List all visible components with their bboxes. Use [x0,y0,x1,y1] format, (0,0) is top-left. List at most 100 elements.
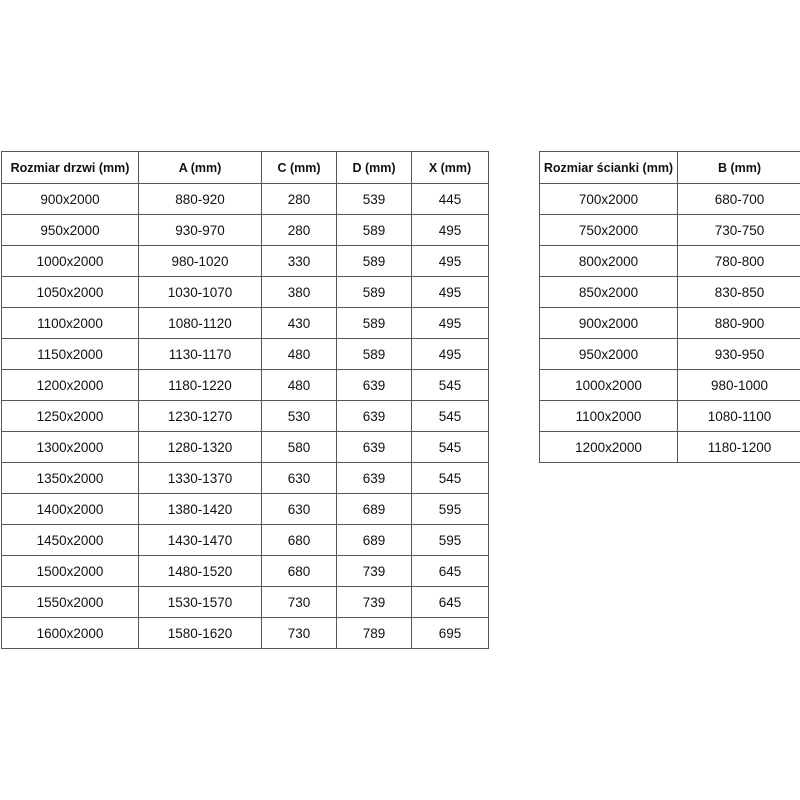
table-header-row: Rozmiar drzwi (mm) A (mm) C (mm) D (mm) X (m… [1,151,489,184]
table-cell: 1580-1620 [138,617,262,649]
table-row: 950x2000 930-970 280 589 495 [1,214,489,246]
table-cell: 850x2000 [539,276,678,308]
table-cell: 639 [336,462,412,494]
table-row: 900x2000 880-920 280 539 445 [1,183,489,215]
column-header: D (mm) [336,151,412,184]
table-cell: 639 [336,369,412,401]
table-row: 1100x2000 1080-1120 430 589 495 [1,307,489,339]
table-cell: 330 [261,245,337,277]
table-cell: 830-850 [677,276,800,308]
table-cell: 980-1020 [138,245,262,277]
table-row: 1000x2000 980-1000 [539,369,800,401]
table-cell: 1000x2000 [1,245,139,277]
table-cell: 680 [261,524,337,556]
table-cell: 750x2000 [539,214,678,246]
table-cell: 1300x2000 [1,431,139,463]
table-cell: 639 [336,431,412,463]
table-cell: 580 [261,431,337,463]
table-cell: 1030-1070 [138,276,262,308]
table-cell: 1200x2000 [539,431,678,463]
table-cell: 695 [411,617,489,649]
table-cell: 680 [261,555,337,587]
table-cell: 645 [411,555,489,587]
door-sizes-table: Rozmiar drzwi (mm) A (mm) C (mm) D (mm) X (m… [1,151,489,649]
table-cell: 900x2000 [539,307,678,339]
table-row: 1450x2000 1430-1470 680 689 595 [1,524,489,556]
table-cell: 495 [411,276,489,308]
table-row: 900x2000 880-900 [539,307,800,339]
table-cell: 930-950 [677,338,800,370]
column-header: A (mm) [138,151,262,184]
table-cell: 1480-1520 [138,555,262,587]
table-cell: 280 [261,214,337,246]
table-cell: 1080-1120 [138,307,262,339]
table-cell: 1180-1200 [677,431,800,463]
table-cell: 950x2000 [1,214,139,246]
table-cell: 589 [336,307,412,339]
table-header-row: Rozmiar ścianki (mm) B (mm) [539,151,800,184]
table-row: 1150x2000 1130-1170 480 589 495 [1,338,489,370]
table-cell: 730 [261,586,337,618]
table-cell: 1400x2000 [1,493,139,525]
table-cell: 495 [411,307,489,339]
column-header: Rozmiar ścianki (mm) [539,151,678,184]
table-cell: 1130-1170 [138,338,262,370]
table-cell: 1100x2000 [539,400,678,432]
table-cell: 1000x2000 [539,369,678,401]
table-row: 1600x2000 1580-1620 730 789 695 [1,617,489,649]
table-row: 750x2000 730-750 [539,214,800,246]
table-cell: 280 [261,183,337,215]
table-cell: 1280-1320 [138,431,262,463]
table-row: 1200x2000 1180-1220 480 639 545 [1,369,489,401]
table-cell: 495 [411,214,489,246]
table-cell: 1180-1220 [138,369,262,401]
table-row: 850x2000 830-850 [539,276,800,308]
column-header: X (mm) [411,151,489,184]
table-cell: 1500x2000 [1,555,139,587]
table-cell: 630 [261,493,337,525]
table-cell: 589 [336,276,412,308]
table-cell: 1080-1100 [677,400,800,432]
table-row: 1000x2000 980-1020 330 589 495 [1,245,489,277]
table-cell: 880-920 [138,183,262,215]
table-cell: 545 [411,369,489,401]
table-row: 1300x2000 1280-1320 580 639 545 [1,431,489,463]
table-cell: 1380-1420 [138,493,262,525]
table-cell: 430 [261,307,337,339]
table-cell: 1550x2000 [1,586,139,618]
table-row: 1350x2000 1330-1370 630 639 545 [1,462,489,494]
table-cell: 980-1000 [677,369,800,401]
table-cell: 700x2000 [539,183,678,215]
table-row: 950x2000 930-950 [539,338,800,370]
table-cell: 780-800 [677,245,800,277]
table-row: 1100x2000 1080-1100 [539,400,800,432]
table-cell: 639 [336,400,412,432]
table-cell: 480 [261,369,337,401]
table-cell: 689 [336,493,412,525]
table-cell: 800x2000 [539,245,678,277]
table-cell: 739 [336,555,412,587]
table-cell: 880-900 [677,307,800,339]
table-cell: 680-700 [677,183,800,215]
table-row: 1400x2000 1380-1420 630 689 595 [1,493,489,525]
table-cell: 589 [336,214,412,246]
table-cell: 539 [336,183,412,215]
table-cell: 730-750 [677,214,800,246]
table-cell: 1350x2000 [1,462,139,494]
table-cell: 950x2000 [539,338,678,370]
table-row: 1250x2000 1230-1270 530 639 545 [1,400,489,432]
table-cell: 1430-1470 [138,524,262,556]
table-row: 1050x2000 1030-1070 380 589 495 [1,276,489,308]
table-cell: 1450x2000 [1,524,139,556]
table-cell: 1150x2000 [1,338,139,370]
table-cell: 495 [411,338,489,370]
table-cell: 1050x2000 [1,276,139,308]
table-cell: 380 [261,276,337,308]
table-cell: 530 [261,400,337,432]
table-cell: 495 [411,245,489,277]
table-cell: 1330-1370 [138,462,262,494]
table-row: 700x2000 680-700 [539,183,800,215]
table-cell: 730 [261,617,337,649]
table-cell: 1200x2000 [1,369,139,401]
wall-sizes-table: Rozmiar ścianki (mm) B (mm) 700x2000 680-7… [539,151,800,463]
